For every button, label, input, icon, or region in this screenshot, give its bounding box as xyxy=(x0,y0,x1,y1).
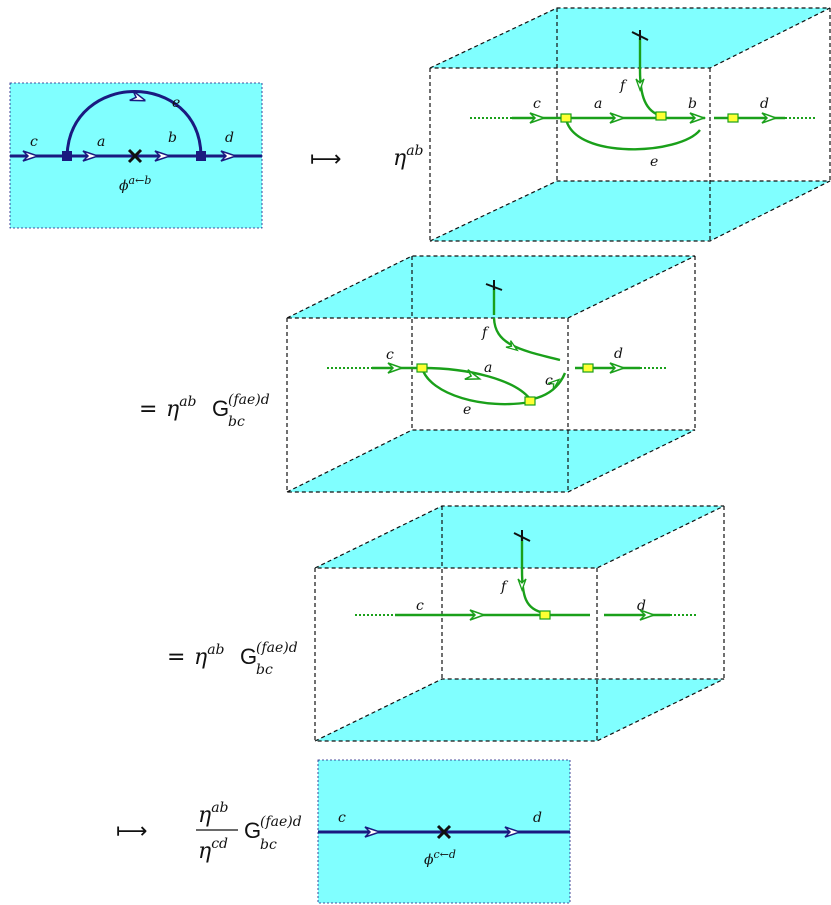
equation-step3: = ηab G (fae)d bc xyxy=(167,640,298,678)
label-b: b xyxy=(688,96,697,112)
label-d: d xyxy=(225,130,234,146)
eta-1: ηab xyxy=(393,143,424,171)
label-a: a xyxy=(484,360,492,376)
label-c2: c xyxy=(545,373,553,389)
label-c: c xyxy=(533,96,541,112)
eta: ηab xyxy=(194,642,225,670)
equals-sign: = xyxy=(167,645,185,670)
label-d: d xyxy=(637,598,646,614)
eta: ηab xyxy=(166,394,197,422)
G-superscript: (fae)d xyxy=(260,814,302,830)
label-phi: ϕc←d xyxy=(424,848,456,868)
G-superscript: (fae)d xyxy=(256,640,298,656)
label-phi: ϕa←b xyxy=(119,174,151,194)
box-step3: c d f xyxy=(314,505,725,742)
label-a: a xyxy=(594,96,602,112)
diagram-left-plane: c a b d e ϕa←b xyxy=(9,82,263,229)
cross-marker xyxy=(127,148,143,164)
label-a: a xyxy=(97,134,105,150)
equation-step2: = ηab G (fae)d bc xyxy=(139,392,270,430)
box-step2: c a c d e f xyxy=(286,255,696,493)
label-c: c xyxy=(416,598,424,614)
mapsto-arrow-2: ⟼ xyxy=(116,819,148,844)
label-e: e xyxy=(172,95,180,111)
equals-sign: = xyxy=(139,397,157,422)
top-plane xyxy=(429,7,831,69)
label-c: c xyxy=(30,134,38,150)
vertex-left xyxy=(62,151,72,161)
G-subscript: bc xyxy=(228,414,245,430)
label-f: f xyxy=(500,579,509,595)
label-d: d xyxy=(614,346,623,362)
vertex-yellow xyxy=(727,113,739,123)
label-e: e xyxy=(463,402,471,418)
label-c: c xyxy=(386,347,394,363)
fraction-denominator: ηcd xyxy=(198,836,228,864)
mapsto-arrow-1: ⟼ xyxy=(310,147,342,172)
label-e: e xyxy=(650,154,658,170)
vertex-yellow xyxy=(655,111,667,121)
vertex-right xyxy=(196,151,206,161)
diagram-bottom-plane: c d ϕc←d xyxy=(317,759,571,904)
label-c: c xyxy=(338,810,346,826)
label-f: f xyxy=(481,325,490,341)
label-d: d xyxy=(533,810,542,826)
G-symbol: G xyxy=(212,396,229,421)
G-symbol: G xyxy=(240,644,257,669)
label-d: d xyxy=(760,96,769,112)
equation-step4: ⟼ ηab ηcd G (fae)d bc xyxy=(116,800,302,864)
label-f: f xyxy=(619,78,628,94)
G-subscript: bc xyxy=(256,662,273,678)
box-step1: c a b d e f xyxy=(429,7,831,242)
vertex-yellow xyxy=(560,113,572,123)
bottom-plane xyxy=(429,180,831,242)
label-b: b xyxy=(168,130,177,146)
G-symbol: G xyxy=(244,818,261,843)
cross-marker xyxy=(436,824,452,840)
fraction-numerator: ηab xyxy=(198,800,229,828)
G-subscript: bc xyxy=(260,837,277,853)
G-superscript: (fae)d xyxy=(228,392,270,408)
